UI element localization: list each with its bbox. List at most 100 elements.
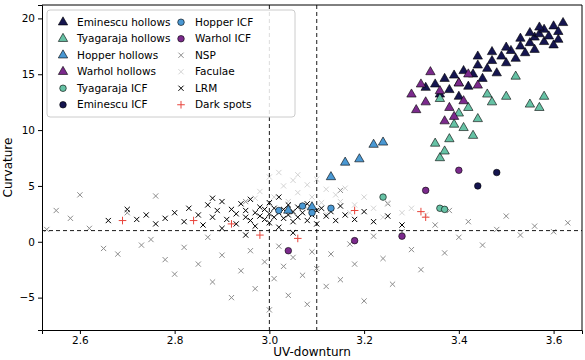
- point: [163, 216, 168, 221]
- legend: Eminescu hollows Tyagaraja hollows Hopper …: [47, 10, 295, 117]
- point: [407, 89, 416, 97]
- tick: 3.6: [546, 330, 563, 346]
- y-axis: −505101520: [20, 6, 43, 331]
- point: [380, 256, 385, 261]
- point: [196, 262, 201, 267]
- point: [300, 203, 305, 208]
- point: [558, 17, 567, 25]
- point: [549, 21, 558, 29]
- point: [454, 78, 463, 86]
- tick-label: 2.6: [72, 334, 89, 346]
- point: [253, 210, 258, 215]
- point: [172, 210, 177, 215]
- point: [511, 71, 520, 79]
- tick-mark: [38, 298, 42, 299]
- point: [511, 53, 520, 61]
- point: [305, 182, 310, 187]
- point: [544, 31, 553, 39]
- tick-label: 10: [22, 124, 35, 136]
- legend-entry: Hopper ICF: [178, 16, 254, 28]
- tick-mark: [175, 330, 176, 334]
- point: [433, 222, 438, 227]
- point: [456, 167, 463, 174]
- point: [238, 201, 243, 206]
- legend-entry: Warhol hollows: [58, 65, 156, 77]
- point: [487, 55, 496, 63]
- legend-marker: [178, 35, 185, 42]
- point: [295, 190, 300, 195]
- legend-entry: Tyagaraja hollows: [58, 32, 170, 44]
- legend-label: Warhol ICF: [195, 32, 251, 44]
- reference-line: [42, 230, 582, 231]
- point: [473, 60, 482, 68]
- legend-marker: [60, 85, 67, 92]
- point: [286, 293, 291, 298]
- legend-marker: [177, 101, 185, 109]
- legend-label: NSP: [195, 49, 216, 61]
- point: [295, 172, 300, 177]
- point: [248, 218, 253, 223]
- legend-label: Eminescu hollows: [77, 16, 171, 28]
- point: [290, 178, 295, 183]
- point: [442, 250, 447, 255]
- legend-entry: Eminescu hollows: [58, 16, 170, 28]
- point: [153, 193, 158, 198]
- point: [525, 99, 534, 107]
- point: [362, 209, 367, 214]
- point: [416, 79, 425, 87]
- chart: 2.62.83.03.23.43.6−505101520Eminescu hol…: [0, 0, 585, 360]
- point: [466, 219, 471, 224]
- legend-entry: Warhol ICF: [178, 32, 251, 44]
- point: [300, 273, 305, 278]
- tick-label: 20: [22, 12, 35, 24]
- plot: 2.62.83.03.23.43.6−505101520Eminescu hol…: [20, 5, 583, 346]
- legend-label: Tyagaraja hollows: [76, 32, 170, 44]
- legend-label: Dark spots: [195, 98, 251, 110]
- point: [257, 213, 262, 218]
- point: [328, 251, 333, 256]
- series: [253, 170, 429, 220]
- point: [186, 206, 191, 211]
- series: [106, 194, 405, 237]
- point: [473, 80, 482, 88]
- point: [532, 224, 537, 229]
- point: [497, 51, 506, 59]
- point: [355, 154, 364, 162]
- point: [459, 122, 468, 130]
- point: [324, 187, 329, 192]
- tick: 2.8: [167, 330, 184, 346]
- point: [421, 97, 430, 105]
- x-axis-title: UV-downturn: [273, 345, 351, 359]
- point: [539, 91, 548, 99]
- tick-mark: [38, 186, 42, 187]
- point: [300, 210, 305, 215]
- point: [229, 295, 234, 300]
- point: [380, 215, 385, 220]
- point: [343, 186, 348, 191]
- point: [256, 231, 264, 239]
- point: [385, 213, 390, 218]
- point: [409, 247, 414, 252]
- point: [473, 114, 482, 122]
- point: [440, 116, 449, 124]
- point: [380, 194, 387, 201]
- point: [422, 213, 430, 221]
- point: [418, 267, 423, 272]
- legend-entry: Hopper hollows: [58, 49, 158, 61]
- point: [338, 203, 343, 208]
- series: [284, 137, 388, 213]
- series: [407, 67, 483, 124]
- point: [272, 194, 277, 199]
- point: [478, 73, 487, 81]
- point: [535, 22, 544, 30]
- point: [106, 218, 111, 223]
- point: [281, 183, 286, 188]
- point: [148, 237, 153, 242]
- point: [205, 235, 210, 240]
- axis-line: [38, 6, 43, 331]
- legend-entry: LRM: [178, 82, 217, 94]
- point: [399, 210, 404, 215]
- point: [68, 216, 73, 221]
- point: [333, 218, 338, 223]
- tick-label: −5: [20, 291, 35, 303]
